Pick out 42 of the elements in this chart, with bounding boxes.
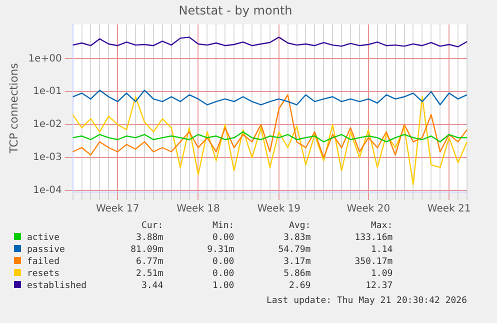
legend-label: failed: [26, 256, 61, 268]
y-tick-label: 1e-03: [32, 152, 62, 164]
text: 133.16m: [354, 232, 394, 244]
text: 5.86m: [282, 268, 312, 280]
text: 3.44: [140, 280, 164, 292]
text: 1.00: [212, 280, 236, 292]
text: 0.00: [212, 256, 236, 268]
legend-label: established: [26, 280, 88, 292]
legend-label: active: [26, 232, 61, 244]
chart-title: Netstat - by month: [178, 3, 292, 18]
y-axis-title: TCP connections: [7, 62, 20, 154]
text: 3.88m: [135, 232, 164, 244]
text: 9.31m: [206, 244, 236, 256]
y-tick-label: 1e-02: [32, 119, 62, 130]
text: 3.17m: [282, 256, 312, 268]
text: Min:: [212, 220, 236, 232]
text: Max:: [370, 220, 394, 232]
x-tick-label: Week 18: [176, 204, 220, 215]
text: 12.37: [364, 280, 394, 292]
x-tick-label: Week 17: [96, 204, 140, 215]
text: 2.51m: [135, 268, 164, 280]
text: 81.09m: [130, 244, 164, 256]
text: 2.69: [288, 280, 312, 292]
x-tick-label: Week 21: [427, 204, 471, 215]
text: Last update: Thu May 21 20:30:42 2026: [266, 296, 467, 306]
text: 0.00: [212, 268, 236, 280]
legend-label: passive: [26, 244, 66, 256]
text: 350.17m: [354, 256, 394, 268]
y-tick-label: 1e-04: [32, 185, 62, 196]
legend-label: resets: [26, 268, 61, 280]
text: Avg:: [288, 220, 312, 232]
text: 1.09: [370, 268, 394, 280]
y-tick-label: 1e+00: [28, 53, 62, 64]
text: 1.14: [370, 244, 394, 256]
text: 0.00: [212, 232, 236, 244]
text: 3.83m: [282, 232, 312, 244]
y-tick-label: 1e-01: [32, 86, 62, 98]
text: 6.77m: [135, 256, 164, 268]
x-tick-label: Week 19: [257, 204, 301, 215]
x-tick-label: Week 20: [346, 204, 390, 215]
text: 54.79m: [277, 244, 312, 256]
text: Cur:: [140, 220, 164, 232]
